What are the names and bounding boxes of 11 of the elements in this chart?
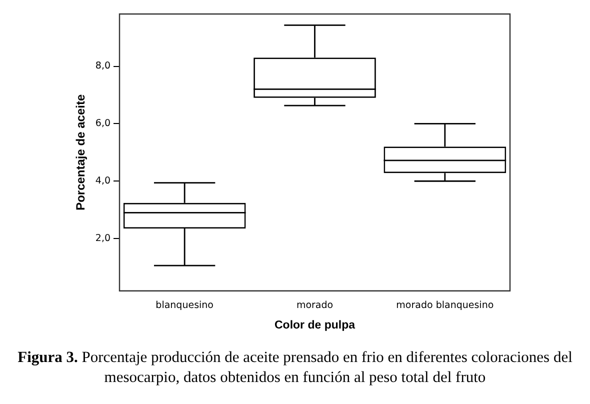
y-tick-label: 8,0 <box>95 60 111 72</box>
x-axis-title: Color de pulpa <box>274 319 356 332</box>
x-tick-label: morado <box>296 300 334 311</box>
y-axis-title: Porcentaje de aceite <box>74 94 88 210</box>
y-tick-label: 4,0 <box>95 176 111 187</box>
text: Figura 3. <box>18 349 79 366</box>
text: Porcentaje producción de aceite prensado en frio en diferentes coloraciones del mesocarpio, datos obtenidos en función al peso total del fruto <box>82 349 572 386</box>
y-tick-label: 6,0 <box>95 118 111 130</box>
y-tick-label: 2,0 <box>95 233 111 244</box>
x-tick-label: blanquesino <box>156 300 214 311</box>
x-tick-label: morado blanquesino <box>396 300 494 311</box>
